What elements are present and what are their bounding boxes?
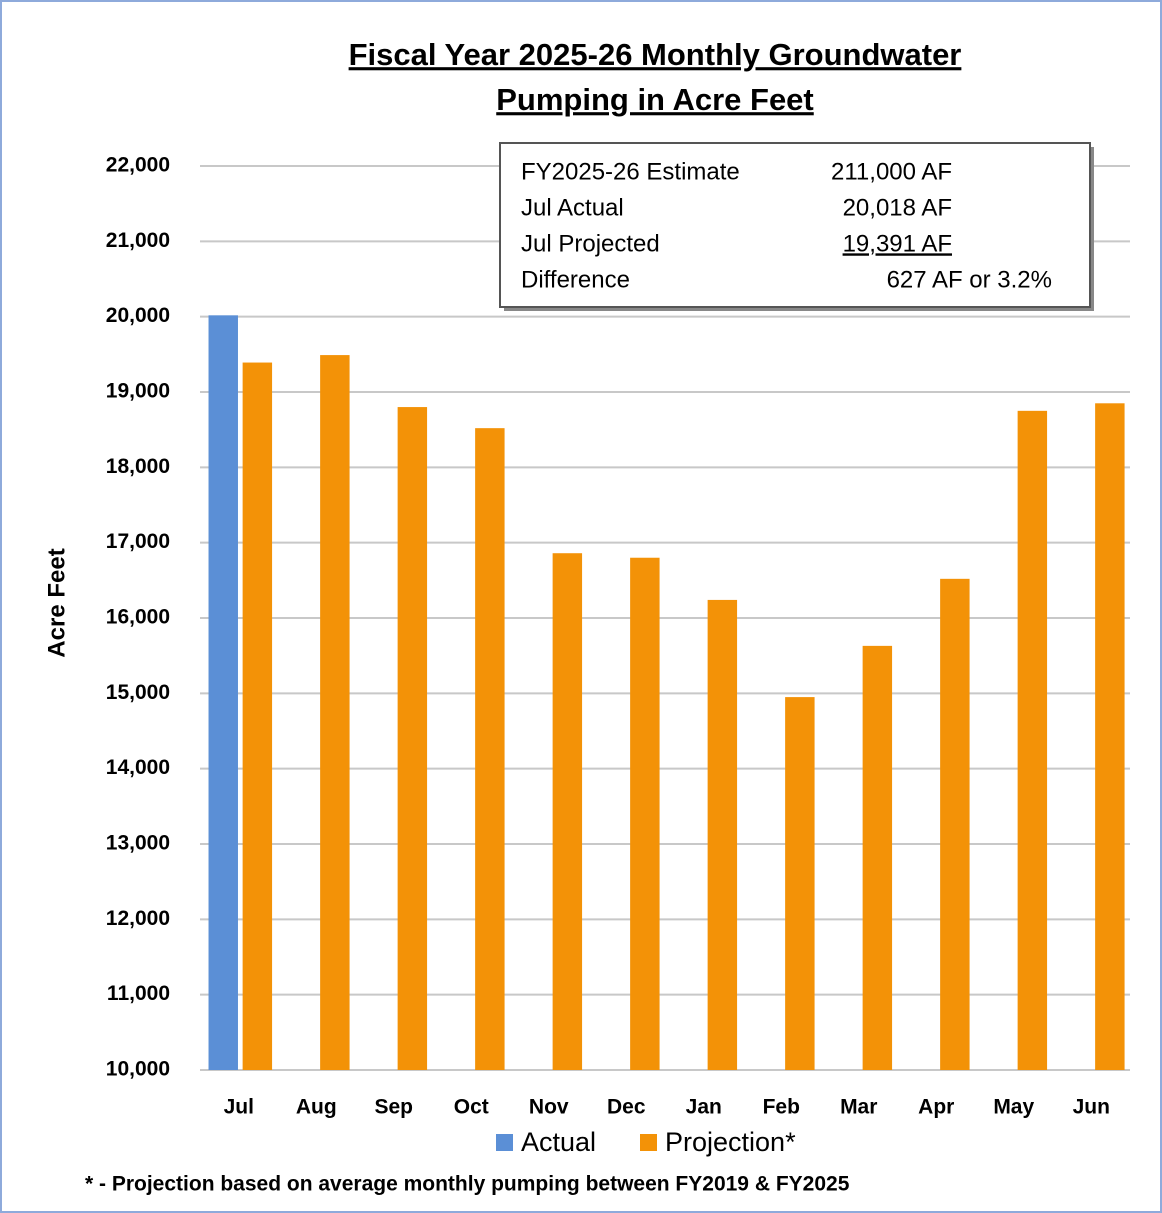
y-tick-label: 20,000 — [106, 304, 170, 327]
legend-label: Actual — [521, 1127, 596, 1157]
x-tick-label: Aug — [296, 1096, 337, 1119]
bar — [940, 578, 970, 1070]
bar — [208, 315, 238, 1070]
x-tick-label: Jan — [686, 1096, 722, 1119]
box-value: 627 AF or 3.2% — [887, 266, 1052, 293]
y-tick-label: 21,000 — [106, 229, 170, 252]
box-value: 211,000 AF — [831, 158, 952, 185]
bar — [1095, 403, 1125, 1070]
bar — [242, 362, 273, 1070]
x-tick-label: Jun — [1073, 1096, 1110, 1119]
box-label: FY2025-26 Estimate — [521, 158, 740, 185]
y-tick-label: 13,000 — [106, 832, 170, 855]
bar — [630, 557, 660, 1070]
bar — [320, 355, 350, 1070]
chart-title: Fiscal Year 2025-26 Monthly Groundwater — [349, 37, 962, 72]
chart-title: Pumping in Acre Feet — [496, 82, 814, 117]
bar — [552, 553, 583, 1070]
box — [499, 142, 1091, 308]
legend-swatch — [496, 1134, 513, 1151]
bar — [707, 599, 738, 1070]
x-tick-label: Dec — [607, 1096, 646, 1119]
footnote: * - Projection based on average monthly … — [85, 1173, 850, 1196]
box-label: Difference — [521, 266, 630, 293]
bar — [397, 407, 428, 1071]
y-tick-label: 14,000 — [106, 756, 170, 779]
bar — [1017, 410, 1048, 1070]
x-tick-label: May — [993, 1096, 1034, 1119]
box-label: Jul Projected — [521, 230, 660, 257]
y-tick-label: 16,000 — [106, 606, 170, 629]
box-value: 19,391 AF — [843, 230, 952, 257]
y-axis-label: Acre Feet — [43, 548, 70, 657]
bar — [475, 428, 505, 1070]
legend-swatch — [640, 1134, 657, 1151]
x-tick-label: Jul — [224, 1096, 254, 1119]
x-tick-label: Apr — [918, 1096, 954, 1119]
bar — [862, 645, 893, 1070]
bar — [785, 697, 815, 1070]
x-tick-label: Sep — [374, 1096, 413, 1119]
box-label: Jul Actual — [521, 194, 624, 221]
x-tick-label: Oct — [454, 1096, 489, 1119]
annotation-box: FY2025-26 Estimate 211,000 AF Jul Actual… — [499, 142, 1094, 311]
y-tick-label: 17,000 — [106, 530, 170, 553]
y-tick-label: 12,000 — [106, 907, 170, 930]
box-value: 20,018 AF — [843, 194, 952, 221]
y-tick-label: 15,000 — [106, 681, 170, 704]
x-tick-label: Mar — [840, 1096, 877, 1119]
y-tick-label: 11,000 — [107, 982, 170, 1005]
x-tick-label: Nov — [529, 1096, 569, 1119]
x-tick-label: Feb — [763, 1096, 800, 1119]
y-tick-label: 19,000 — [106, 380, 170, 403]
y-tick-label: 10,000 — [106, 1058, 170, 1081]
y-tick-label: 18,000 — [106, 455, 170, 478]
y-tick-label: 22,000 — [106, 154, 170, 177]
legend-label: Projection* — [665, 1127, 796, 1157]
